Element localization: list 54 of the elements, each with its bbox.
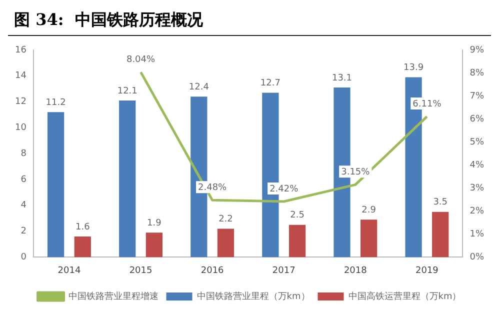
data-label: 13.1	[332, 73, 352, 84]
y2-tick-label: 7%	[470, 91, 484, 102]
data-label: 8.04%	[126, 54, 156, 65]
data-label: 2.2	[218, 214, 233, 225]
y2-tick-label: 1%	[470, 230, 484, 240]
y2-tick-label: 6%	[470, 114, 484, 124]
bar	[146, 232, 162, 258]
x-tick-label: 2018	[344, 266, 368, 276]
data-label: 2.5	[290, 210, 304, 221]
data-label: 12.1	[117, 86, 138, 96]
y2-tick-label: 5%	[470, 137, 484, 148]
y-tick-label: 10	[15, 123, 27, 134]
y2-tick-label: 9%	[470, 45, 484, 56]
legend-label: 中国高铁运营里程（万km）	[348, 290, 462, 302]
y-tick-label: 16	[15, 45, 27, 56]
x-tick-label: 2017	[272, 266, 296, 276]
bar	[47, 112, 64, 258]
x-tick-label: 2016	[200, 266, 224, 276]
x-tick-label: 2019	[415, 266, 439, 276]
data-label: 2.42%	[270, 184, 299, 194]
y2-tick-label: 8%	[470, 68, 484, 78]
y2-tick-label: 0%	[470, 252, 484, 263]
legend-label: 中国铁路营业里程增速	[68, 290, 158, 302]
y-tick-label: 6	[20, 174, 27, 185]
data-label: 12.7	[260, 78, 280, 89]
y2-tick-label: 2%	[470, 206, 484, 216]
data-label: 1.9	[147, 218, 162, 228]
data-label: 3.5	[433, 198, 448, 208]
y2-tick-label: 4%	[470, 160, 484, 170]
data-label: 13.9	[404, 63, 424, 74]
chart-title: 图 34: 中国铁路历程概况	[8, 8, 491, 36]
y-tick-label: 4	[20, 200, 27, 211]
data-label: 1.6	[75, 222, 90, 232]
data-label: 2.48%	[198, 182, 228, 193]
x-tick-label: 2014	[58, 266, 81, 276]
bar	[74, 236, 91, 258]
bar	[360, 220, 378, 258]
bar	[217, 228, 234, 258]
data-label: 3.15%	[341, 168, 370, 178]
y-tick-label: 2	[20, 226, 26, 237]
data-label: 6.11%	[412, 99, 442, 110]
data-label: 12.4	[188, 82, 210, 92]
bar	[119, 100, 136, 258]
x-tick-label: 2015	[129, 266, 152, 276]
data-label: 2.9	[362, 205, 376, 216]
y-tick-label: 0	[20, 252, 27, 263]
bar	[288, 224, 306, 258]
legend-label: 中国铁路营业里程（万km）	[196, 290, 310, 302]
y-tick-label: 12	[15, 97, 26, 108]
y2-tick-label: 3%	[470, 183, 484, 194]
y-tick-label: 14	[15, 71, 27, 82]
bar	[432, 212, 449, 258]
y-tick-label: 8	[20, 148, 27, 159]
data-label: 11.2	[46, 98, 66, 108]
